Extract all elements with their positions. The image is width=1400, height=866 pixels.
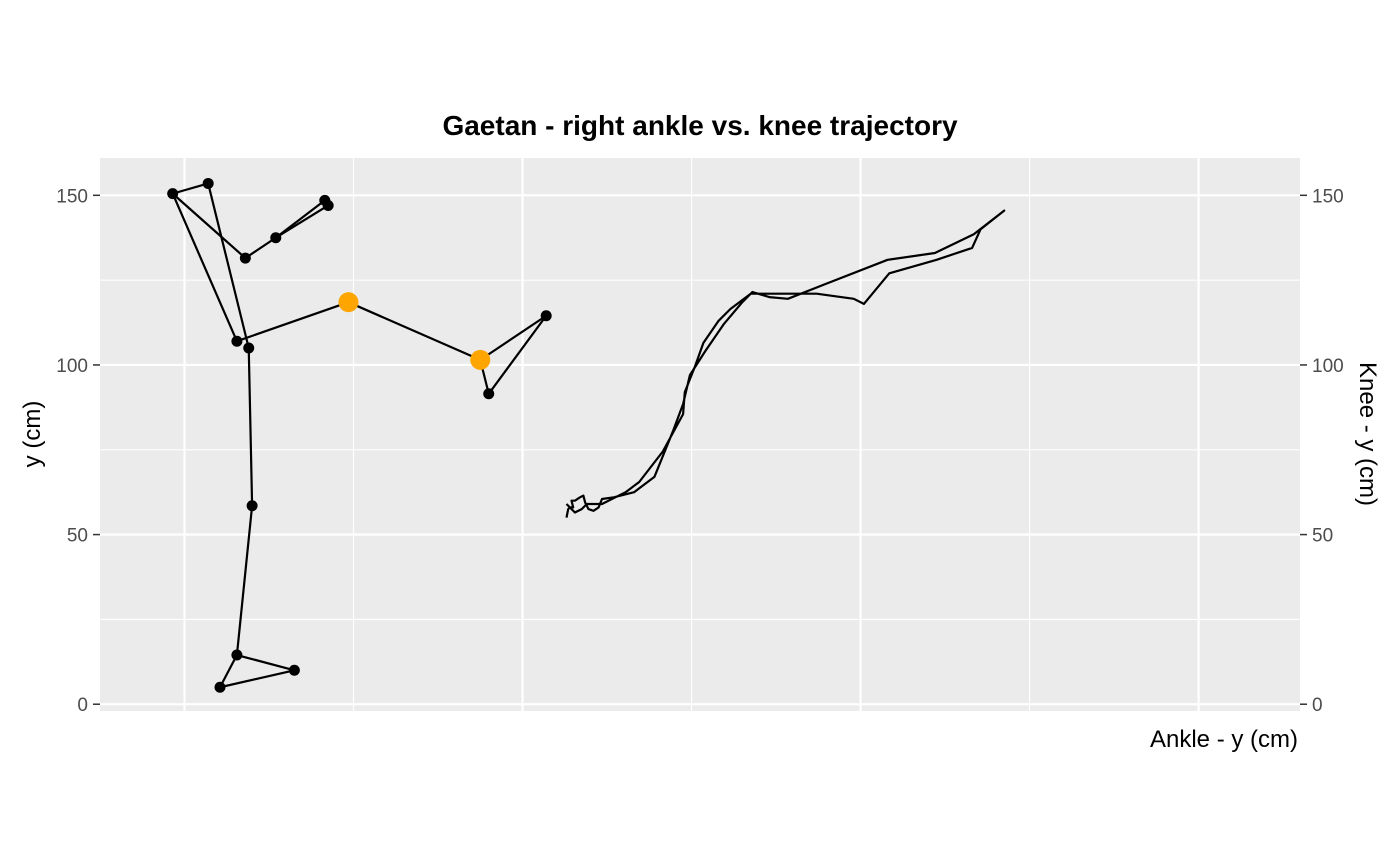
skeleton-segment bbox=[479, 314, 548, 361]
y-axis-title-right: Knee - y (cm) bbox=[1354, 362, 1381, 506]
y-right-tick-label: 0 bbox=[1312, 695, 1323, 716]
skeleton-joint bbox=[167, 188, 179, 200]
skeleton-joint bbox=[322, 199, 334, 211]
plot-panel bbox=[100, 158, 1300, 711]
trajectory-line bbox=[565, 209, 1006, 518]
skeleton-joint bbox=[231, 335, 243, 347]
skeleton-segment bbox=[207, 182, 250, 350]
skeleton-joint bbox=[246, 500, 258, 512]
chart-title: Gaetan - right ankle vs. knee trajectory bbox=[442, 110, 958, 141]
axes: 0 50 100 150 0 50 100 150 bbox=[56, 186, 1343, 716]
skeleton-joint bbox=[540, 310, 552, 322]
y-tick-label: 50 bbox=[67, 526, 88, 547]
skeleton-joint bbox=[270, 232, 282, 244]
x-axis-title-right: Ankle - y (cm) bbox=[1150, 726, 1298, 753]
skeleton-segment bbox=[235, 653, 296, 672]
y-tick-label: 150 bbox=[56, 186, 88, 207]
highlighted-joint bbox=[338, 292, 359, 313]
y-right-tick-label: 100 bbox=[1312, 356, 1344, 377]
trajectory-series bbox=[565, 209, 1006, 518]
highlighted-joint bbox=[470, 349, 491, 370]
skeleton-segment bbox=[244, 236, 277, 260]
skeleton-segment bbox=[235, 301, 350, 343]
skeleton-joint bbox=[483, 388, 495, 400]
skeleton-segment bbox=[171, 192, 247, 260]
skeleton-segment bbox=[347, 301, 482, 361]
skeleton-joint bbox=[288, 664, 300, 676]
skeleton-joint bbox=[202, 177, 214, 189]
y-right-tick-label: 150 bbox=[1312, 186, 1344, 207]
skeleton-segment bbox=[274, 204, 330, 239]
skeleton-segment bbox=[171, 192, 239, 343]
skeleton-segment bbox=[487, 314, 548, 395]
skeleton-joint bbox=[214, 681, 226, 693]
y-right-tick-label: 50 bbox=[1312, 526, 1333, 547]
skeleton-joint bbox=[243, 342, 255, 354]
skeleton-segment bbox=[171, 182, 210, 195]
y-tick-label: 100 bbox=[56, 356, 88, 377]
grid-lines bbox=[100, 158, 1300, 711]
skeleton-series bbox=[167, 177, 552, 693]
y-axis-title: y (cm) bbox=[19, 401, 46, 468]
skeleton-segment bbox=[218, 653, 239, 689]
skeleton-segment bbox=[235, 504, 254, 657]
skeleton-segment bbox=[247, 346, 254, 507]
skeleton-joint bbox=[231, 649, 243, 661]
skeleton-joint bbox=[239, 252, 251, 264]
skeleton-segment bbox=[218, 669, 296, 689]
y-tick-label: 0 bbox=[77, 695, 88, 716]
